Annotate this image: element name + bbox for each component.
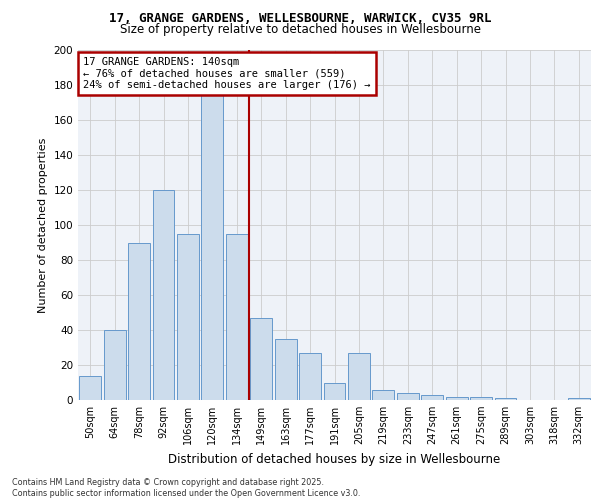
Bar [373, 390, 394, 400]
Bar [494, 398, 517, 400]
Bar [177, 234, 199, 400]
Bar [299, 353, 321, 400]
Bar [226, 234, 248, 400]
Bar [128, 242, 150, 400]
Bar [421, 395, 443, 400]
Bar [104, 330, 125, 400]
Bar [275, 339, 296, 400]
Bar [348, 353, 370, 400]
Bar [323, 382, 346, 400]
Bar [152, 190, 175, 400]
Text: 17 GRANGE GARDENS: 140sqm
← 76% of detached houses are smaller (559)
24% of semi: 17 GRANGE GARDENS: 140sqm ← 76% of detac… [83, 57, 371, 90]
Bar [470, 396, 492, 400]
Bar [397, 393, 419, 400]
X-axis label: Distribution of detached houses by size in Wellesbourne: Distribution of detached houses by size … [169, 452, 500, 466]
Bar [79, 376, 101, 400]
Text: Contains HM Land Registry data © Crown copyright and database right 2025.
Contai: Contains HM Land Registry data © Crown c… [12, 478, 361, 498]
Text: Size of property relative to detached houses in Wellesbourne: Size of property relative to detached ho… [119, 22, 481, 36]
Text: 17, GRANGE GARDENS, WELLESBOURNE, WARWICK, CV35 9RL: 17, GRANGE GARDENS, WELLESBOURNE, WARWIC… [109, 12, 491, 26]
Bar [568, 398, 590, 400]
Bar [446, 396, 467, 400]
Y-axis label: Number of detached properties: Number of detached properties [38, 138, 48, 312]
Bar [202, 85, 223, 400]
Bar [250, 318, 272, 400]
